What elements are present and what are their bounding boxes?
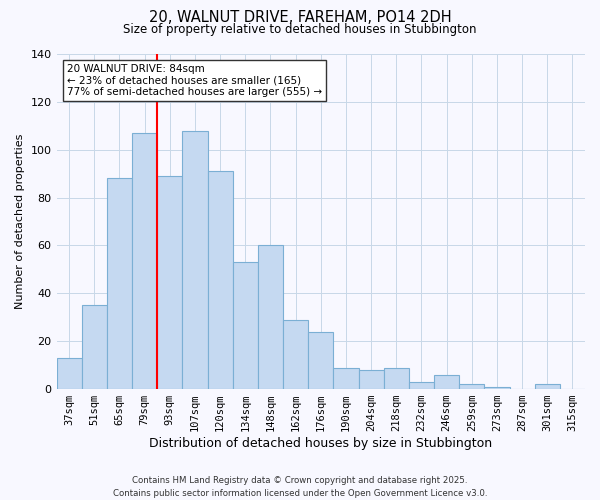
Bar: [308, 332, 334, 389]
Bar: [434, 374, 459, 389]
Bar: [132, 133, 157, 389]
Text: Size of property relative to detached houses in Stubbington: Size of property relative to detached ho…: [123, 22, 477, 36]
Bar: [383, 368, 409, 389]
Text: 20 WALNUT DRIVE: 84sqm
← 23% of detached houses are smaller (165)
77% of semi-de: 20 WALNUT DRIVE: 84sqm ← 23% of detached…: [67, 64, 322, 98]
Bar: [409, 382, 434, 389]
Bar: [56, 358, 82, 389]
Bar: [182, 130, 208, 389]
Y-axis label: Number of detached properties: Number of detached properties: [15, 134, 25, 309]
Text: 20, WALNUT DRIVE, FAREHAM, PO14 2DH: 20, WALNUT DRIVE, FAREHAM, PO14 2DH: [149, 10, 451, 25]
Bar: [484, 386, 509, 389]
X-axis label: Distribution of detached houses by size in Stubbington: Distribution of detached houses by size …: [149, 437, 493, 450]
Bar: [334, 368, 359, 389]
Bar: [82, 306, 107, 389]
Bar: [535, 384, 560, 389]
Bar: [233, 262, 258, 389]
Text: Contains HM Land Registry data © Crown copyright and database right 2025.
Contai: Contains HM Land Registry data © Crown c…: [113, 476, 487, 498]
Bar: [258, 246, 283, 389]
Bar: [459, 384, 484, 389]
Bar: [157, 176, 182, 389]
Bar: [208, 172, 233, 389]
Bar: [359, 370, 383, 389]
Bar: [107, 178, 132, 389]
Bar: [283, 320, 308, 389]
